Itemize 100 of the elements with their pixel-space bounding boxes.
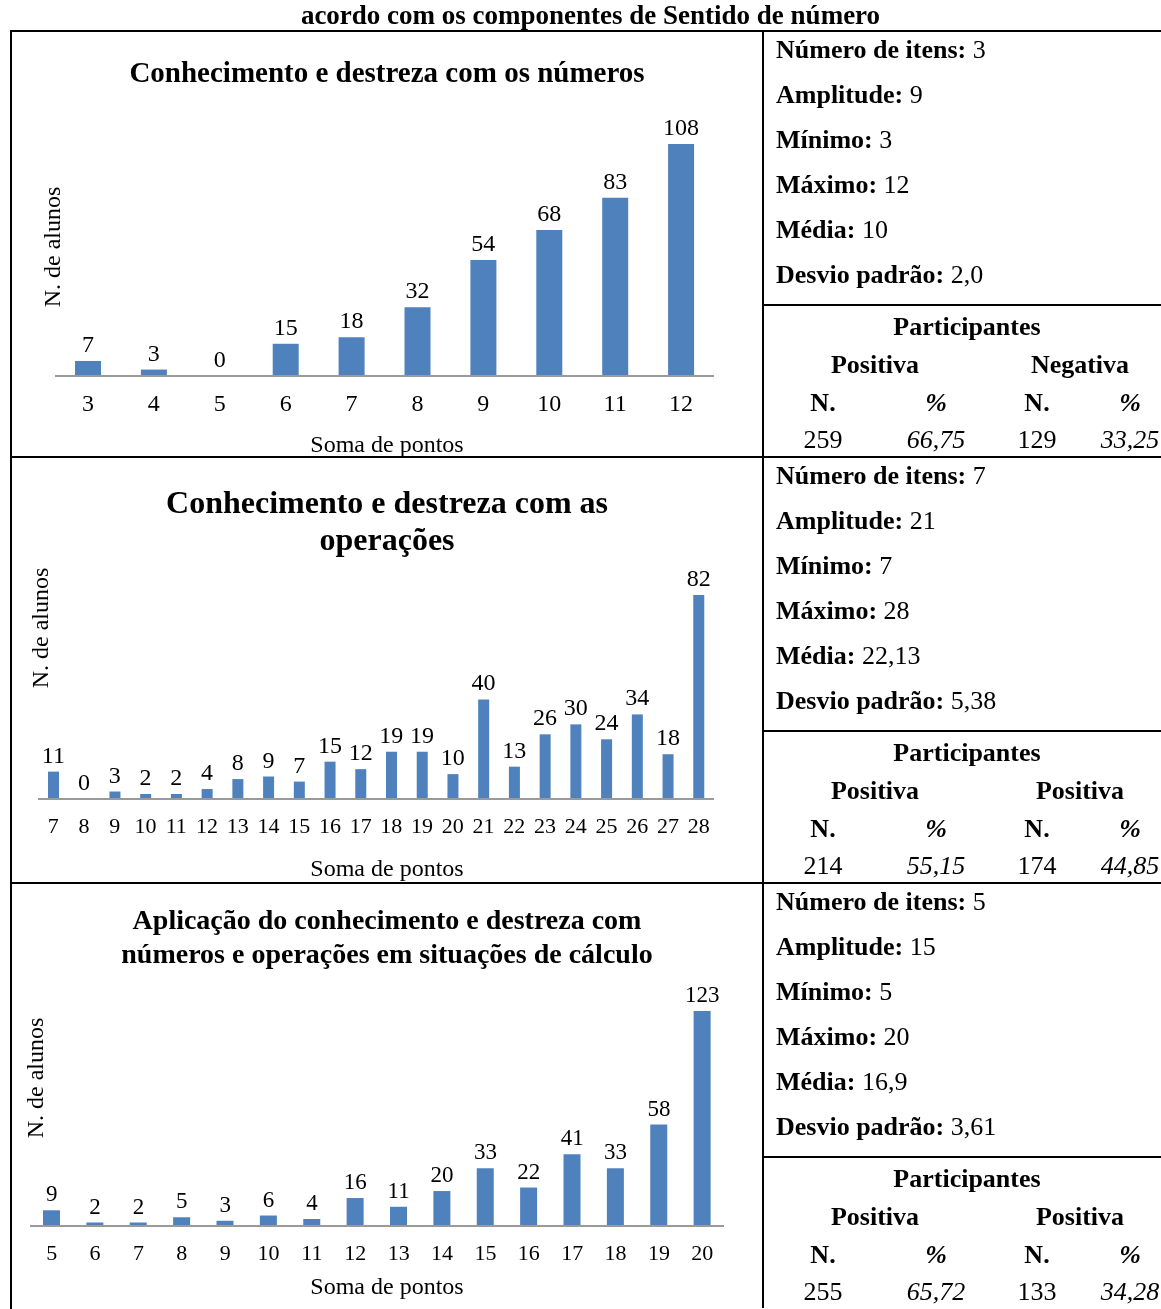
x-tick-label: 12: [669, 390, 694, 417]
text: 21: [908, 506, 936, 535]
x-tick-label: 10: [537, 390, 562, 417]
text: Amplitude:: [776, 506, 904, 535]
x-tick-label: 5: [46, 1239, 58, 1265]
data-label: 58: [647, 1095, 671, 1121]
x-tick-label: 16: [318, 812, 341, 838]
text: 3,61: [949, 1112, 997, 1141]
x-tick-label: 27: [656, 812, 679, 838]
data-label: 15: [317, 731, 342, 758]
data-label: 19: [410, 721, 435, 748]
chart-title: Conhecimento e destreza com as operações: [165, 484, 609, 558]
text: 12: [882, 170, 910, 199]
data-label: 82: [686, 565, 711, 591]
data-label: 2: [139, 764, 152, 791]
data-label: 2: [132, 1193, 145, 1219]
text: Máximo:: [776, 1022, 878, 1051]
data-label: 15: [273, 313, 298, 340]
x-tick-label: 23: [534, 812, 556, 838]
x-tick-label: 18: [604, 1239, 627, 1265]
text: 65,72: [906, 1277, 966, 1307]
text: 34,28: [1100, 1277, 1160, 1307]
text: 214: [803, 851, 843, 881]
data-label: 33: [604, 1139, 628, 1165]
x-tick-label: 13: [387, 1239, 410, 1265]
text: Média:: [776, 215, 856, 244]
data-label: 2: [170, 764, 183, 791]
text: N.: [1024, 814, 1050, 844]
x-tick-label: 12: [344, 1239, 367, 1265]
data-label: 8: [231, 749, 244, 776]
text: 129: [1017, 425, 1057, 455]
text: 28: [882, 596, 910, 625]
chart-title: Aplicação do conhecimento e destreza com números e operações em situações de cálculo: [120, 903, 654, 971]
x-tick-label: 12: [196, 812, 218, 838]
text: Positiva: [1035, 776, 1125, 806]
x-tick-label: 13: [226, 812, 249, 838]
text: 5: [878, 977, 893, 1006]
text: Número de itens:: [776, 887, 967, 916]
x-tick-label: 6: [89, 1239, 101, 1265]
text: 174: [1017, 851, 1057, 881]
text: Participantes: [893, 738, 1041, 768]
data-label: 108: [663, 114, 700, 140]
text: Mínimo:: [776, 977, 873, 1006]
data-label: 0: [213, 346, 226, 372]
text: 259: [803, 425, 843, 455]
x-tick-label: 20: [441, 812, 464, 838]
text: Positiva: [830, 776, 920, 806]
x-tick-label: 15: [288, 812, 311, 838]
data-label: 18: [655, 724, 680, 751]
data-label: 5: [176, 1188, 188, 1214]
x-axis-title: Soma de pontos: [310, 1273, 464, 1299]
x-tick-label: 4: [147, 390, 160, 417]
x-tick-label: 5: [213, 390, 226, 417]
text: Amplitude:: [776, 932, 904, 961]
x-tick-label: 6: [279, 390, 292, 417]
x-tick-label: 11: [165, 812, 187, 838]
text: 16,9: [860, 1067, 908, 1096]
data-label: 4: [201, 759, 213, 786]
x-axis-title: Soma de pontos: [310, 431, 464, 457]
x-tick-label: 9: [219, 1239, 231, 1265]
text: Participantes: [893, 1164, 1041, 1194]
y-axis-title: N. de alunos: [27, 567, 53, 689]
y-axis-title: N. de alunos: [22, 1017, 48, 1139]
x-tick-label: 21: [472, 812, 495, 838]
text: 33,25: [1100, 425, 1160, 455]
x-tick-label: 11: [301, 1239, 323, 1265]
text: N.: [810, 814, 836, 844]
data-label: 7: [293, 751, 306, 778]
data-label: 6: [262, 1186, 275, 1212]
text: Número de itens:: [776, 35, 967, 64]
text: N.: [810, 388, 836, 418]
data-label: 12: [348, 739, 373, 766]
data-label: 83: [603, 167, 628, 194]
x-tick-label: 18: [380, 812, 403, 838]
data-label: 33: [473, 1139, 497, 1165]
text: %: [1119, 388, 1141, 418]
data-label: 2: [89, 1193, 101, 1219]
x-tick-label: 8: [78, 812, 90, 838]
x-tick-label: 28: [687, 812, 710, 838]
data-label: 0: [78, 769, 91, 795]
text: 66,75: [906, 425, 966, 455]
x-tick-label: 9: [477, 390, 490, 417]
text: Desvio padrão:: [776, 260, 945, 289]
text: 255: [803, 1277, 843, 1307]
text: Máximo:: [776, 596, 878, 625]
text: 2,0: [949, 260, 984, 289]
data-label: 30: [563, 694, 588, 721]
text: Mínimo:: [776, 125, 873, 154]
x-tick-label: 7: [47, 812, 59, 838]
x-tick-label: 7: [132, 1239, 144, 1265]
text: 20: [882, 1022, 910, 1051]
text: Média:: [776, 641, 856, 670]
text: 133: [1017, 1277, 1057, 1307]
x-tick-label: 15: [474, 1239, 497, 1265]
text: 55,15: [906, 851, 966, 881]
data-label: 41: [560, 1125, 584, 1151]
x-tick-label: 11: [603, 390, 627, 417]
data-label: 24: [594, 709, 619, 736]
text: Amplitude:: [776, 80, 904, 109]
text: 5: [971, 887, 986, 916]
